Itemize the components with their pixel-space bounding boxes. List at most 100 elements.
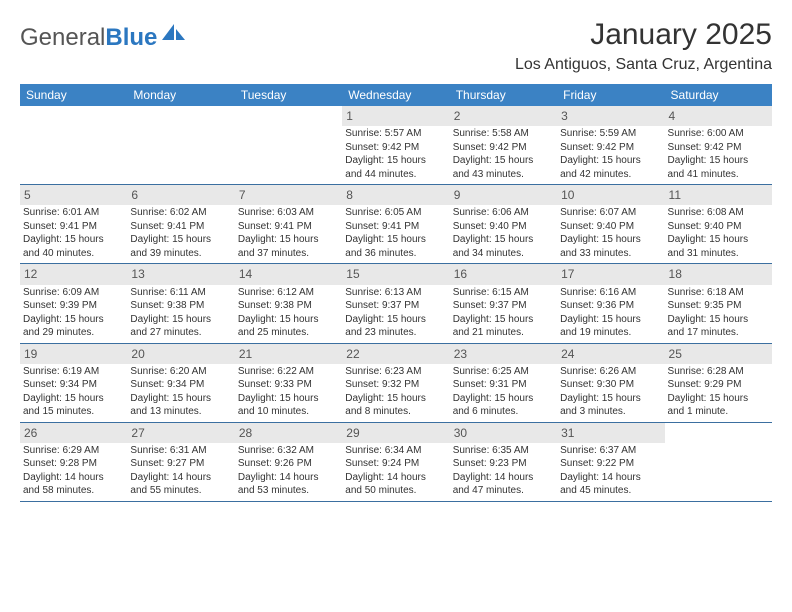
day-cell: 30Sunrise: 6:35 AMSunset: 9:23 PMDayligh…: [450, 423, 557, 501]
dl2-line: and 10 minutes.: [238, 405, 339, 419]
location: Los Antiguos, Santa Cruz, Argentina: [515, 56, 772, 74]
sunset-line: Sunset: 9:41 PM: [238, 220, 339, 234]
day-number: 9: [450, 185, 557, 205]
day-body: Sunrise: 6:35 AMSunset: 9:23 PMDaylight:…: [453, 444, 554, 498]
day-body: Sunrise: 6:37 AMSunset: 9:22 PMDaylight:…: [560, 444, 661, 498]
day-number: 19: [20, 344, 127, 364]
dl2-line: and 37 minutes.: [238, 247, 339, 261]
sunset-line: Sunset: 9:28 PM: [23, 457, 124, 471]
day-cell: 15Sunrise: 6:13 AMSunset: 9:37 PMDayligh…: [342, 264, 449, 342]
day-cell: 9Sunrise: 6:06 AMSunset: 9:40 PMDaylight…: [450, 185, 557, 263]
day-cell: 25Sunrise: 6:28 AMSunset: 9:29 PMDayligh…: [665, 344, 772, 422]
day-cell: [127, 106, 234, 184]
day-number: 3: [557, 106, 664, 126]
dl1-line: Daylight: 14 hours: [23, 471, 124, 485]
day-number: 8: [342, 185, 449, 205]
day-body: Sunrise: 6:28 AMSunset: 9:29 PMDaylight:…: [668, 365, 769, 419]
sunrise-line: Sunrise: 6:23 AM: [345, 365, 446, 379]
dl2-line: and 58 minutes.: [23, 484, 124, 498]
sunrise-line: Sunrise: 6:26 AM: [560, 365, 661, 379]
sunrise-line: Sunrise: 6:25 AM: [453, 365, 554, 379]
day-number: 10: [557, 185, 664, 205]
dl1-line: Daylight: 15 hours: [453, 233, 554, 247]
day-number: 20: [127, 344, 234, 364]
day-number: 7: [235, 185, 342, 205]
day-cell: 27Sunrise: 6:31 AMSunset: 9:27 PMDayligh…: [127, 423, 234, 501]
day-cell: 18Sunrise: 6:18 AMSunset: 9:35 PMDayligh…: [665, 264, 772, 342]
day-cell: 20Sunrise: 6:20 AMSunset: 9:34 PMDayligh…: [127, 344, 234, 422]
sunrise-line: Sunrise: 6:00 AM: [668, 127, 769, 141]
day-number: 23: [450, 344, 557, 364]
dl1-line: Daylight: 14 hours: [130, 471, 231, 485]
sunrise-line: Sunrise: 6:03 AM: [238, 206, 339, 220]
day-body: Sunrise: 6:08 AMSunset: 9:40 PMDaylight:…: [668, 206, 769, 260]
day-header: Tuesday: [235, 84, 342, 106]
day-body: Sunrise: 6:20 AMSunset: 9:34 PMDaylight:…: [130, 365, 231, 419]
day-number: 5: [20, 185, 127, 205]
sunset-line: Sunset: 9:31 PM: [453, 378, 554, 392]
day-cell: 13Sunrise: 6:11 AMSunset: 9:38 PMDayligh…: [127, 264, 234, 342]
day-cell: [665, 423, 772, 501]
sunset-line: Sunset: 9:40 PM: [668, 220, 769, 234]
day-number: 2: [450, 106, 557, 126]
logo-text-blue: Blue: [105, 24, 157, 52]
day-number: 14: [235, 264, 342, 284]
dl1-line: Daylight: 15 hours: [560, 154, 661, 168]
sunset-line: Sunset: 9:37 PM: [453, 299, 554, 313]
day-cell: 6Sunrise: 6:02 AMSunset: 9:41 PMDaylight…: [127, 185, 234, 263]
day-number: 24: [557, 344, 664, 364]
day-number: 13: [127, 264, 234, 284]
sunrise-line: Sunrise: 6:18 AM: [668, 286, 769, 300]
dl1-line: Daylight: 15 hours: [560, 233, 661, 247]
sunset-line: Sunset: 9:42 PM: [453, 141, 554, 155]
day-body: Sunrise: 6:19 AMSunset: 9:34 PMDaylight:…: [23, 365, 124, 419]
day-cell: 14Sunrise: 6:12 AMSunset: 9:38 PMDayligh…: [235, 264, 342, 342]
day-number: 4: [665, 106, 772, 126]
day-cell: 10Sunrise: 6:07 AMSunset: 9:40 PMDayligh…: [557, 185, 664, 263]
dl2-line: and 45 minutes.: [560, 484, 661, 498]
sunrise-line: Sunrise: 6:34 AM: [345, 444, 446, 458]
day-body: Sunrise: 6:05 AMSunset: 9:41 PMDaylight:…: [345, 206, 446, 260]
sunrise-line: Sunrise: 6:37 AM: [560, 444, 661, 458]
day-body: Sunrise: 6:25 AMSunset: 9:31 PMDaylight:…: [453, 365, 554, 419]
dl1-line: Daylight: 14 hours: [345, 471, 446, 485]
week-row: 5Sunrise: 6:01 AMSunset: 9:41 PMDaylight…: [20, 185, 772, 264]
dl2-line: and 33 minutes.: [560, 247, 661, 261]
sunrise-line: Sunrise: 6:32 AM: [238, 444, 339, 458]
day-number: 1: [342, 106, 449, 126]
day-body: Sunrise: 6:07 AMSunset: 9:40 PMDaylight:…: [560, 206, 661, 260]
sunset-line: Sunset: 9:33 PM: [238, 378, 339, 392]
dl1-line: Daylight: 15 hours: [668, 313, 769, 327]
sunrise-line: Sunrise: 6:06 AM: [453, 206, 554, 220]
day-body: Sunrise: 6:32 AMSunset: 9:26 PMDaylight:…: [238, 444, 339, 498]
day-body: Sunrise: 5:59 AMSunset: 9:42 PMDaylight:…: [560, 127, 661, 181]
dl1-line: Daylight: 15 hours: [130, 313, 231, 327]
weeks-container: 1Sunrise: 5:57 AMSunset: 9:42 PMDaylight…: [20, 106, 772, 502]
day-cell: 16Sunrise: 6:15 AMSunset: 9:37 PMDayligh…: [450, 264, 557, 342]
dl2-line: and 19 minutes.: [560, 326, 661, 340]
day-cell: 4Sunrise: 6:00 AMSunset: 9:42 PMDaylight…: [665, 106, 772, 184]
day-body: Sunrise: 6:01 AMSunset: 9:41 PMDaylight:…: [23, 206, 124, 260]
sunrise-line: Sunrise: 6:01 AM: [23, 206, 124, 220]
dl1-line: Daylight: 15 hours: [668, 233, 769, 247]
sunset-line: Sunset: 9:26 PM: [238, 457, 339, 471]
day-cell: 22Sunrise: 6:23 AMSunset: 9:32 PMDayligh…: [342, 344, 449, 422]
dl2-line: and 36 minutes.: [345, 247, 446, 261]
day-number: 22: [342, 344, 449, 364]
dl1-line: Daylight: 15 hours: [238, 392, 339, 406]
day-cell: 23Sunrise: 6:25 AMSunset: 9:31 PMDayligh…: [450, 344, 557, 422]
dl2-line: and 21 minutes.: [453, 326, 554, 340]
day-body: Sunrise: 6:16 AMSunset: 9:36 PMDaylight:…: [560, 286, 661, 340]
day-body: Sunrise: 6:09 AMSunset: 9:39 PMDaylight:…: [23, 286, 124, 340]
dl1-line: Daylight: 15 hours: [668, 154, 769, 168]
day-cell: [20, 106, 127, 184]
sunset-line: Sunset: 9:29 PM: [668, 378, 769, 392]
day-body: Sunrise: 6:23 AMSunset: 9:32 PMDaylight:…: [345, 365, 446, 419]
dl2-line: and 29 minutes.: [23, 326, 124, 340]
day-body: Sunrise: 6:18 AMSunset: 9:35 PMDaylight:…: [668, 286, 769, 340]
day-body: Sunrise: 6:03 AMSunset: 9:41 PMDaylight:…: [238, 206, 339, 260]
sunset-line: Sunset: 9:37 PM: [345, 299, 446, 313]
sunrise-line: Sunrise: 5:58 AM: [453, 127, 554, 141]
sunset-line: Sunset: 9:24 PM: [345, 457, 446, 471]
day-number: 21: [235, 344, 342, 364]
